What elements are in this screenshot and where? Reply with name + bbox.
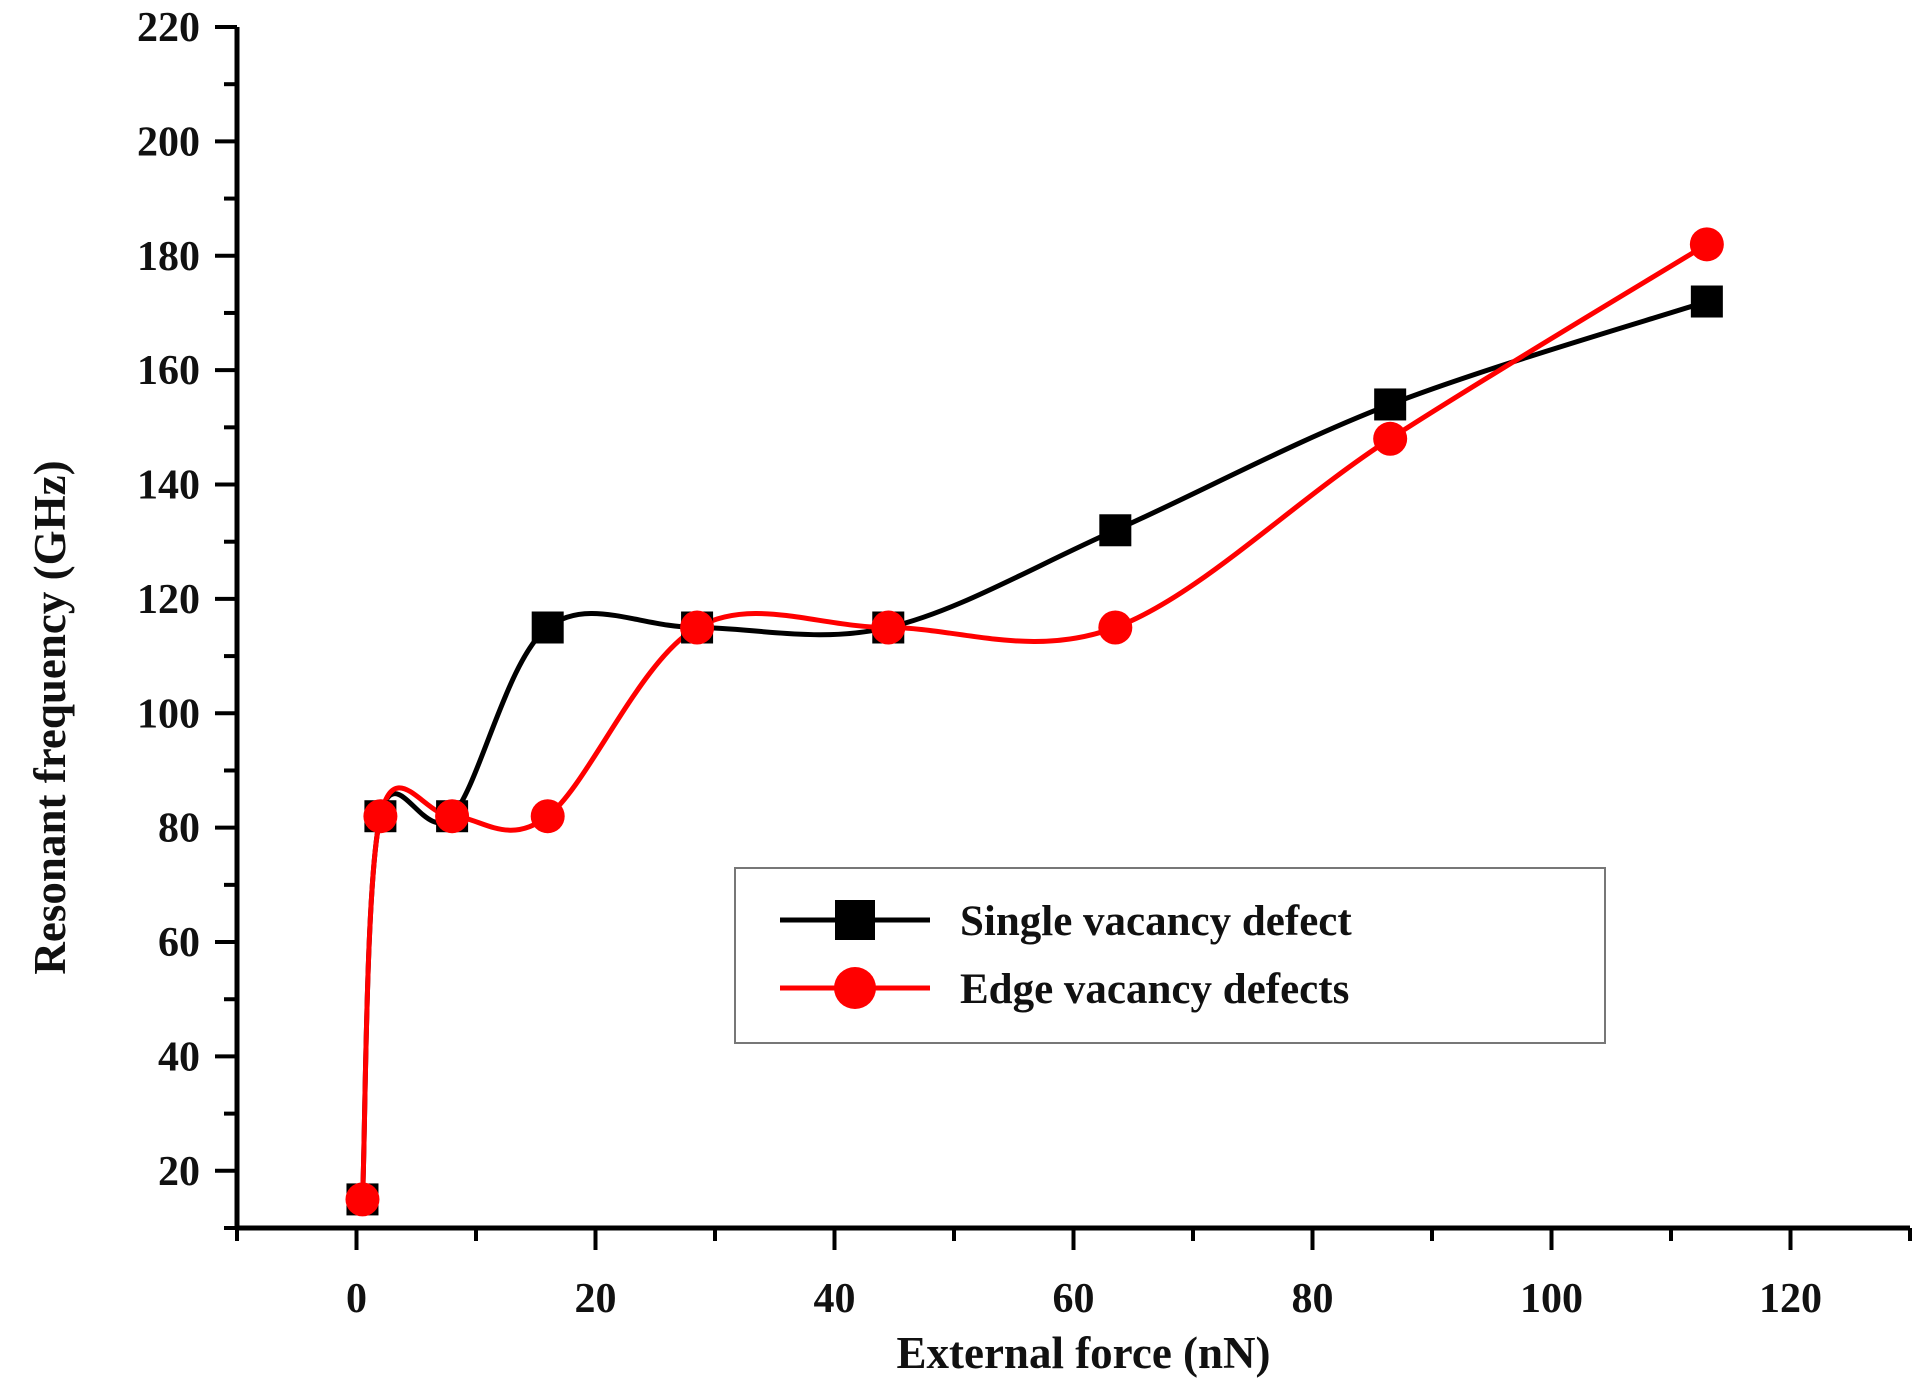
x-tick-label: 40: [814, 1276, 856, 1322]
y-tick-label: 140: [137, 463, 200, 509]
data-point-circle: [680, 610, 715, 645]
y-tick-label: 60: [158, 920, 200, 966]
x-tick-label: 80: [1292, 1276, 1334, 1322]
data-point-square: [1099, 514, 1132, 547]
series-lines: [359, 242, 1709, 1200]
y-tick-label: 180: [137, 234, 200, 280]
legend-label-edge: Edge vacancy defects: [960, 966, 1349, 1013]
data-point-circle: [530, 799, 565, 834]
y-tick-label: 200: [137, 119, 200, 165]
legend-marker-square: [835, 900, 875, 940]
y-tick-label: 160: [137, 348, 200, 394]
legend-marker-circle: [834, 967, 876, 1009]
x-tick-label: 100: [1520, 1276, 1583, 1322]
data-point-square: [531, 611, 564, 644]
data-point-square: [1690, 285, 1723, 318]
y-tick-label: 220: [137, 5, 200, 51]
x-tick-label: 20: [575, 1276, 617, 1322]
data-point-circle: [871, 610, 906, 645]
legend: Single vacancy defect Edge vacancy defec…: [734, 867, 1606, 1044]
y-tick-label: 20: [158, 1149, 200, 1195]
data-point-circle: [1098, 610, 1133, 645]
series-line-single-vacancy: [359, 299, 1708, 1200]
data-point-square: [1374, 388, 1407, 421]
legend-box: [734, 867, 1606, 1044]
series-line-edge-vacancy: [359, 242, 1709, 1200]
data-point-circle: [1373, 421, 1408, 456]
legend-label-single: Single vacancy defect: [960, 898, 1352, 945]
x-tick-label: 120: [1759, 1276, 1822, 1322]
data-point-circle: [435, 799, 470, 834]
y-axis-title: Resonant frequency (GHz): [25, 460, 75, 974]
data-point-circle: [1689, 227, 1724, 262]
axes: 0 20 40 60 80 100 120 20 40 60 80 100 120 140 160 180 20…: [137, 5, 1912, 1322]
x-axis-title: External force (nN): [896, 1328, 1270, 1378]
y-tick-label: 120: [137, 577, 200, 623]
data-point-circle: [363, 799, 398, 834]
data-point-circle: [345, 1182, 380, 1217]
x-tick-label: 60: [1053, 1276, 1095, 1322]
y-tick-label: 80: [158, 806, 200, 852]
y-tick-label: 40: [158, 1034, 200, 1080]
series-markers: [345, 227, 1724, 1217]
x-tick-label: 0: [346, 1276, 367, 1322]
y-tick-label: 100: [137, 691, 200, 737]
